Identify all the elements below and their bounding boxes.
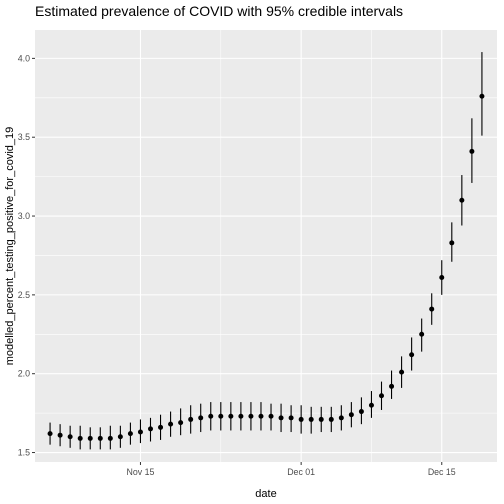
data-point	[459, 197, 465, 203]
y-axis: 1.5 2.0 2.5 3.0 3.5 4.0	[18, 53, 35, 458]
y-tick-label: 4.0	[18, 53, 30, 63]
data-point	[399, 369, 405, 375]
data-point	[348, 412, 354, 418]
data-point	[288, 415, 294, 421]
y-tick-label: 1.5	[18, 448, 30, 458]
data-point	[178, 420, 184, 426]
data-point	[469, 148, 475, 154]
data-point	[218, 413, 224, 419]
data-point	[379, 393, 384, 399]
y-axis-title: modelled_percent_testing_positive_for_co…	[4, 127, 16, 366]
data-point	[419, 331, 425, 337]
data-point	[308, 416, 314, 422]
data-point	[479, 93, 485, 99]
data-point	[268, 413, 274, 419]
data-point	[168, 421, 174, 427]
y-tick-label: 3.0	[18, 211, 30, 221]
data-point	[409, 352, 415, 358]
data-point	[338, 415, 344, 421]
data-point	[318, 416, 324, 422]
data-point	[77, 435, 83, 441]
data-point	[449, 240, 455, 246]
data-point	[188, 416, 194, 422]
y-tick-label: 2.0	[18, 369, 30, 379]
data-point	[228, 413, 234, 419]
data-point	[439, 275, 445, 281]
x-axis-title: date	[255, 488, 276, 500]
x-tick-label: Nov 15	[127, 467, 155, 477]
x-tick-label: Dec 15	[428, 467, 456, 477]
data-point	[67, 434, 73, 440]
data-point	[148, 426, 153, 432]
plot-panel	[35, 30, 497, 462]
data-point	[328, 416, 334, 422]
x-axis: Nov 15 Dec 01 Dec 15	[127, 462, 456, 477]
data-point	[127, 431, 133, 437]
y-tick-label: 2.5	[18, 290, 30, 300]
data-point	[248, 413, 254, 419]
data-point	[87, 435, 93, 441]
data-point	[198, 415, 204, 421]
data-point	[107, 435, 113, 441]
y-tick-label: 3.5	[18, 132, 30, 142]
data-point	[137, 429, 143, 435]
data-point	[358, 409, 364, 415]
data-point	[298, 416, 304, 422]
data-point	[208, 413, 214, 419]
chart-title: Estimated prevalence of COVID with 95% c…	[35, 3, 403, 19]
data-point	[389, 383, 395, 389]
data-marks	[47, 52, 485, 450]
data-point	[158, 424, 164, 430]
data-point	[238, 413, 244, 419]
data-point	[429, 306, 435, 312]
grid-lines	[35, 30, 497, 462]
data-point	[258, 413, 264, 419]
x-tick-label: Dec 01	[287, 467, 315, 477]
data-point	[278, 415, 284, 421]
data-point	[97, 435, 103, 441]
data-point	[368, 402, 374, 408]
data-point	[47, 431, 53, 437]
data-point	[57, 432, 63, 438]
data-point	[117, 434, 123, 440]
